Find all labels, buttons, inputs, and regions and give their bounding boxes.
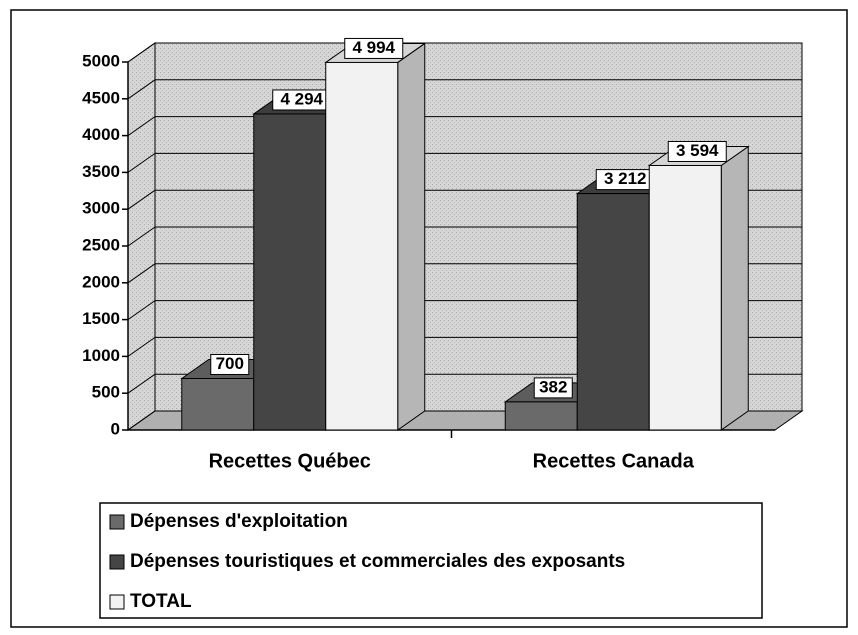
- y-tick-label: 3500: [82, 162, 120, 181]
- bar: [504, 401, 578, 431]
- legend-label: Dépenses d'exploitation: [130, 511, 348, 532]
- x-tick-label: Recettes Québec: [209, 450, 371, 472]
- bar: [325, 61, 399, 431]
- grid-line-side: [127, 116, 156, 137]
- bar: [253, 113, 327, 431]
- value-label: 4 294: [280, 89, 323, 108]
- y-tick-label: 4500: [82, 88, 120, 107]
- grid-line-side: [127, 263, 156, 284]
- y-tick-label: 5000: [82, 51, 120, 70]
- grid-line-side: [127, 79, 156, 100]
- grid-line-side: [127, 189, 156, 210]
- legend-swatch: [109, 514, 125, 530]
- value-label: 3 212: [604, 169, 647, 188]
- value-label: 3 594: [676, 141, 719, 160]
- value-label: 382: [539, 377, 567, 396]
- grid-line-side: [127, 410, 156, 431]
- value-label: 4 994: [352, 38, 395, 57]
- value-label-box: [667, 140, 727, 162]
- legend-box: [99, 502, 763, 619]
- bar: [181, 377, 255, 431]
- legend-swatch: [109, 594, 125, 610]
- grid-line-side: [127, 373, 156, 394]
- legend-swatch: [109, 554, 125, 570]
- grid-line-side: [127, 152, 156, 173]
- x-tick-label: Recettes Canada: [533, 450, 695, 472]
- value-label-box: [210, 353, 250, 375]
- y-tick-label: 0: [111, 419, 120, 438]
- legend-label: Dépenses touristiques et commerciales de…: [130, 551, 625, 572]
- y-tick-label: 2000: [82, 272, 120, 291]
- y-tick-label: 1000: [82, 346, 120, 365]
- grid-line-side: [127, 42, 156, 63]
- value-label-box: [533, 377, 573, 399]
- bar: [576, 193, 650, 431]
- value-label: 700: [216, 354, 244, 373]
- grid-line-side: [127, 300, 156, 321]
- grid-line-side: [127, 226, 156, 247]
- bar: [648, 164, 722, 431]
- grid-line-side: [127, 336, 156, 357]
- y-tick-label: 4000: [82, 125, 120, 144]
- y-tick-label: 2500: [82, 235, 120, 254]
- y-tick-label: 1500: [82, 309, 120, 328]
- value-label-box: [344, 37, 404, 59]
- legend-label: TOTAL: [130, 591, 192, 612]
- y-tick-label: 3000: [82, 199, 120, 218]
- bar-side: [397, 42, 426, 431]
- bar-side: [720, 145, 749, 431]
- y-tick-label: 500: [92, 383, 120, 402]
